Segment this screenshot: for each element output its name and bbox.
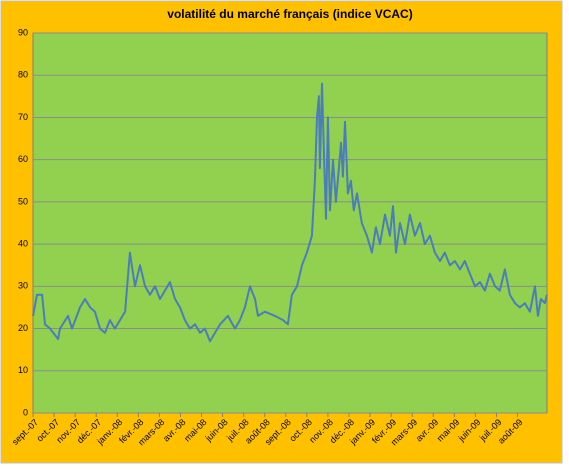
y-tick-label: 70 (18, 112, 28, 122)
line-series (32, 82, 548, 343)
chart-title: volatilité du marché français (indice VC… (167, 7, 412, 21)
y-tick-label: 0 (23, 407, 28, 417)
y-tick-label: 80 (18, 70, 28, 80)
y-tick-label: 50 (18, 196, 28, 206)
y-tick-label: 10 (18, 365, 28, 375)
y-tick-label: 60 (18, 154, 28, 164)
y-tick-label: 90 (18, 27, 28, 37)
y-tick-label: 20 (18, 323, 28, 333)
y-tick-label: 40 (18, 238, 28, 248)
y-tick-label: 30 (18, 281, 28, 291)
plot-area (32, 32, 548, 414)
